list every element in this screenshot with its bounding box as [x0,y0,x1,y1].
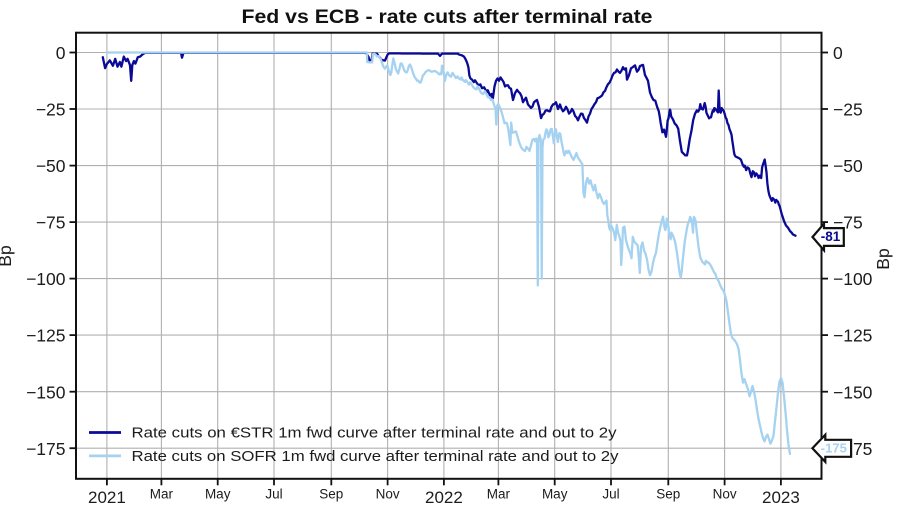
svg-text:−125: −125 [833,326,872,346]
svg-text:Jul: Jul [602,486,619,501]
svg-text:Bp: Bp [0,245,15,266]
svg-text:Nov: Nov [713,486,737,501]
svg-text:Jul: Jul [265,486,282,501]
svg-text:2021: 2021 [88,488,126,507]
svg-text:2023: 2023 [762,488,800,507]
svg-text:−25: −25 [833,100,863,120]
svg-text:-81: -81 [821,229,841,244]
svg-text:Bp: Bp [873,248,893,269]
svg-text:−175: −175 [26,439,65,459]
svg-text:−50: −50 [833,156,863,176]
svg-text:-175: -175 [821,440,847,455]
svg-text:Mar: Mar [487,486,511,501]
svg-text:−100: −100 [833,269,873,289]
svg-text:Nov: Nov [376,486,400,501]
svg-text:−100: −100 [26,269,66,289]
svg-text:Sep: Sep [656,486,680,501]
svg-text:May: May [542,486,568,501]
svg-text:−25: −25 [36,100,66,120]
svg-text:0: 0 [833,43,843,63]
svg-text:Fed vs ECB - rate cuts after t: Fed vs ECB - rate cuts after terminal ra… [242,6,653,28]
svg-text:0: 0 [56,43,66,63]
svg-text:2022: 2022 [425,488,463,507]
svg-text:−50: −50 [36,156,66,176]
svg-text:Rate cuts on SOFR 1m fwd curve: Rate cuts on SOFR 1m fwd curve after ter… [132,449,620,465]
svg-text:−125: −125 [26,326,65,346]
svg-text:May: May [205,486,231,501]
svg-text:Mar: Mar [150,486,174,501]
svg-text:Sep: Sep [319,486,343,501]
svg-text:−150: −150 [26,382,66,402]
svg-text:Rate cuts on €STR 1m fwd curve: Rate cuts on €STR 1m fwd curve after ter… [132,425,618,441]
svg-text:−75: −75 [36,213,66,233]
svg-text:−150: −150 [833,382,873,402]
